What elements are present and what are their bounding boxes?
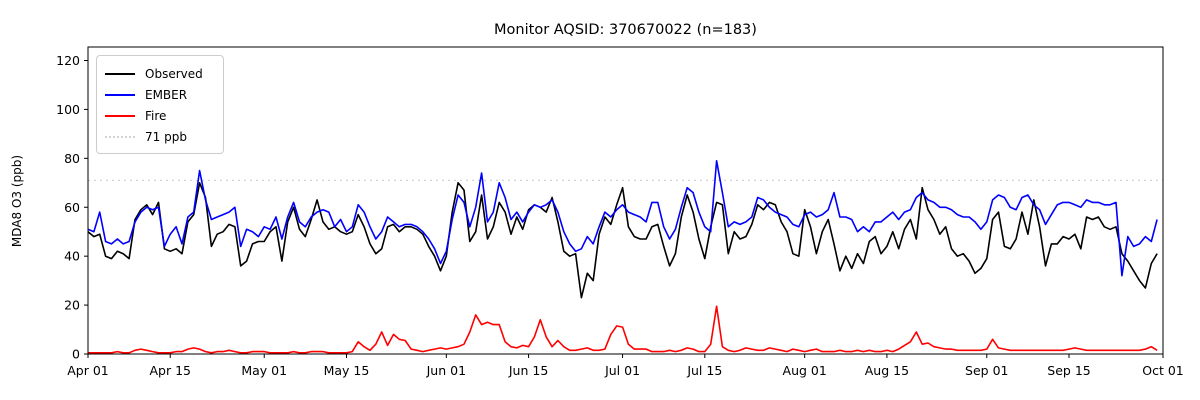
x-tick-label: Jul 01 (604, 363, 640, 378)
legend-label-ember: EMBER (145, 87, 188, 102)
series-fire-line (88, 305, 1158, 354)
x-tick-label: Oct 01 (1142, 363, 1184, 378)
x-tick-label: Apr 01 (67, 363, 109, 378)
x-tick-label: Sep 15 (1047, 363, 1090, 378)
legend-label-threshold: 71 ppb (145, 129, 187, 144)
legend-item-fire: Fire (105, 105, 215, 126)
chart-title: Monitor AQSID: 370670022 (n=183) (494, 22, 757, 38)
x-tick-label: Jun 15 (508, 363, 548, 378)
series-observed-line (87, 182, 1158, 299)
legend: Observed EMBER Fire 71 ppb (96, 55, 224, 154)
y-tick-label: 60 (64, 200, 80, 215)
legend-item-threshold: 71 ppb (105, 126, 215, 147)
x-tick-label: Aug 01 (783, 363, 827, 378)
x-tick-label: Jun 01 (426, 363, 466, 378)
y-tick-label: 120 (56, 53, 80, 68)
ember-line-sample (105, 93, 135, 96)
x-tick-label: Sep 01 (965, 363, 1008, 378)
threshold-line-sample (105, 135, 135, 138)
x-tick-label: May 01 (241, 363, 287, 378)
x-tick-label: Aug 15 (865, 363, 909, 378)
observed-line-sample (105, 72, 135, 75)
legend-label-fire: Fire (145, 108, 167, 123)
x-tick-label: May 15 (324, 363, 370, 378)
x-tick-label: Jul 15 (686, 363, 722, 378)
legend-item-observed: Observed (105, 63, 215, 84)
axes-frame (87, 46, 1164, 355)
y-tick-label: 0 (72, 347, 80, 362)
y-tick-label: 40 (64, 249, 80, 264)
legend-label-observed: Observed (145, 66, 203, 81)
legend-item-ember: EMBER (105, 84, 215, 105)
y-tick-label: 20 (64, 298, 80, 313)
y-tick-label: 80 (64, 151, 80, 166)
y-tick-label: 100 (56, 102, 80, 117)
series-ember-line (87, 160, 1158, 277)
x-tick-label: Apr 15 (149, 363, 191, 378)
fire-line-sample (105, 114, 135, 117)
y-axis-label: MDA8 O3 (ppb) (10, 154, 24, 248)
